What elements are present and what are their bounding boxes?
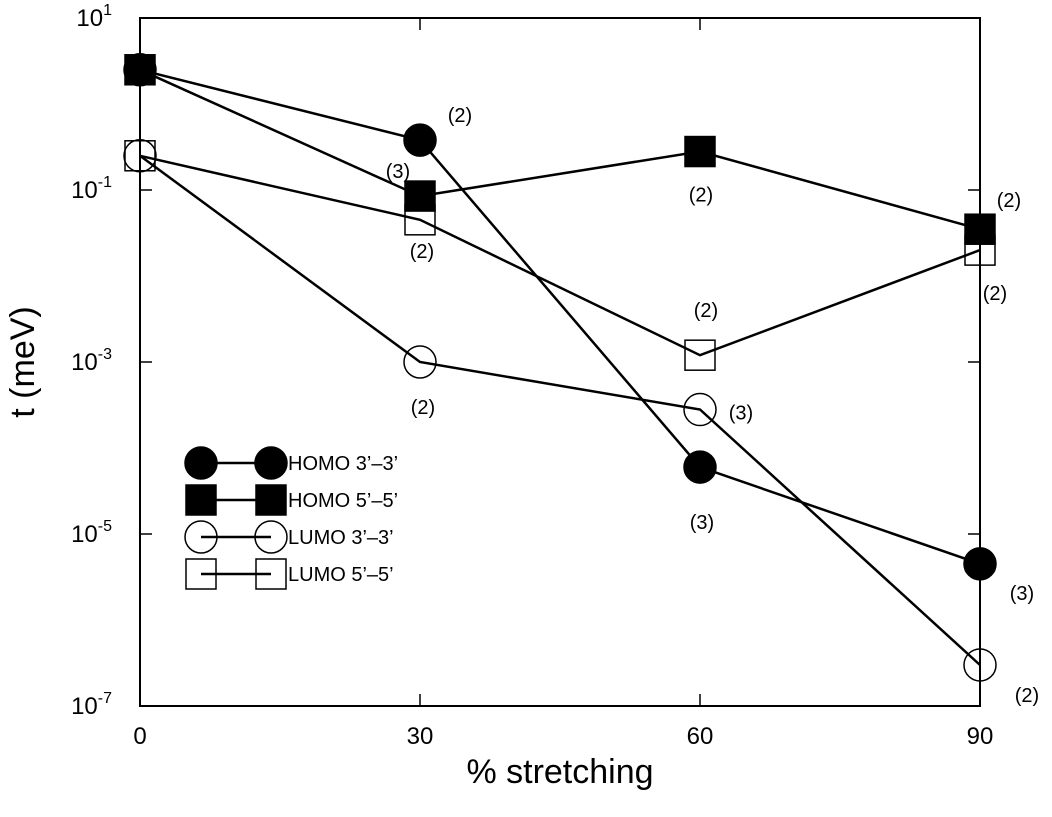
data-point-0-2 xyxy=(683,450,717,484)
legend-label: HOMO 5’–5’ xyxy=(288,490,398,512)
y-tick-label: 10-7 xyxy=(71,690,112,720)
point-annotation: (2) xyxy=(694,300,718,322)
point-annotation: (3) xyxy=(729,403,753,425)
legend-marker-start xyxy=(185,484,217,516)
x-tick-labels: 0 30 60 90 xyxy=(133,723,993,750)
x-tick-label: 60 xyxy=(687,723,714,750)
series-lines xyxy=(139,68,981,666)
x-tick-label: 90 xyxy=(967,723,994,750)
point-annotation: (3) xyxy=(690,512,714,534)
point-annotations: (2) (3) (3) (3) (2) (2) (2) (3) (2) (2) (2) (2) xyxy=(386,105,1039,707)
point-annotation: (2) xyxy=(1015,685,1039,707)
data-point-1-2 xyxy=(684,135,716,168)
legend-item-2: LUMO 3’–3’ xyxy=(184,520,394,554)
legend-label: LUMO 3’–3’ xyxy=(288,527,394,549)
legend-item-3: LUMO 5’–5’ xyxy=(185,558,394,590)
legend-label: LUMO 5’–5’ xyxy=(288,564,394,586)
data-point-2-0 xyxy=(123,139,157,173)
data-point-3-1 xyxy=(404,204,436,236)
point-annotation: (2) xyxy=(997,190,1021,212)
point-annotation: (2) xyxy=(983,283,1007,305)
y-tick-label: 10-3 xyxy=(71,346,112,376)
point-annotation: (3) xyxy=(1010,583,1034,605)
series-markers xyxy=(123,53,997,682)
data-point-1-1 xyxy=(404,180,436,212)
data-point-3-3 xyxy=(964,234,996,266)
axis-ticks xyxy=(139,17,981,707)
legend-item-0: HOMO 3’–3’ xyxy=(184,446,398,480)
legend-marker-end xyxy=(254,520,288,554)
point-annotation: (2) xyxy=(448,105,472,127)
x-axis-title: % stretching xyxy=(466,753,653,791)
data-point-1-0 xyxy=(124,54,156,86)
y-tick-labels: 101 10-1 10-3 10-5 10-7 xyxy=(71,2,112,720)
y-tick-label: 10-1 xyxy=(71,174,112,204)
y-tick-label: 10-5 xyxy=(71,518,112,548)
legend-label: HOMO 3’–3’ xyxy=(288,453,398,475)
data-point-3-2 xyxy=(684,339,716,371)
legend-marker-end xyxy=(255,558,287,590)
data-point-2-3 xyxy=(963,648,997,682)
legend-marker-end xyxy=(255,484,287,516)
series-line-0 xyxy=(139,68,981,565)
legend-marker-end xyxy=(254,446,288,480)
series-line-3 xyxy=(139,154,981,357)
series-line-1 xyxy=(139,68,981,231)
data-point-3-0 xyxy=(124,140,156,172)
y-tick-label: 101 xyxy=(76,2,112,32)
x-tick-label: 0 xyxy=(133,723,146,750)
legend-marker-start xyxy=(185,558,217,590)
point-annotation: (3) xyxy=(386,161,410,183)
point-annotation: (2) xyxy=(410,241,434,263)
series-line-2 xyxy=(139,154,981,666)
y-axis-title: t (meV) xyxy=(4,306,42,417)
legend-marker-start xyxy=(184,520,218,554)
legend-item-1: HOMO 5’–5’ xyxy=(185,484,398,516)
legend-marker-start xyxy=(184,446,218,480)
plot-frame xyxy=(139,17,981,707)
data-point-0-3 xyxy=(963,547,997,581)
point-annotation: (2) xyxy=(411,397,435,419)
data-point-2-2 xyxy=(683,392,717,427)
data-point-0-1 xyxy=(403,123,437,157)
x-tick-label: 30 xyxy=(407,723,434,750)
legend: HOMO 3’–3’ HOMO 5’–5’ LUMO 3’–3’ LUMO 5’–5’ xyxy=(184,446,398,590)
point-annotation: (2) xyxy=(689,185,713,207)
data-point-2-1 xyxy=(403,345,437,379)
data-point-1-3 xyxy=(964,213,996,245)
